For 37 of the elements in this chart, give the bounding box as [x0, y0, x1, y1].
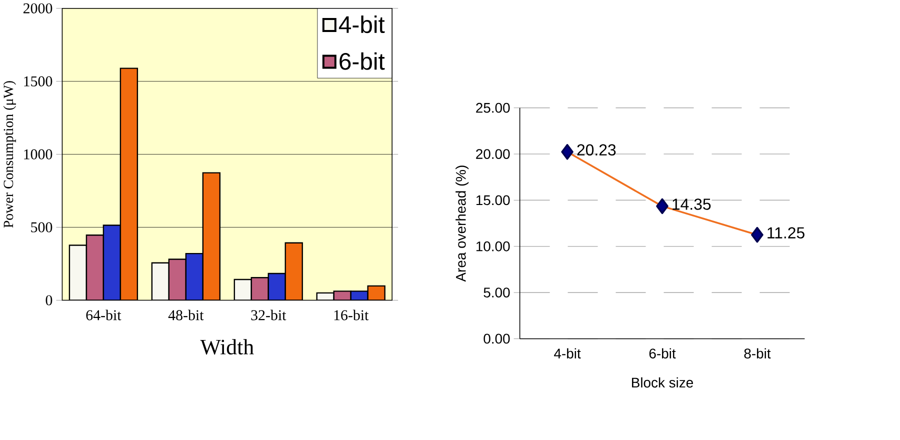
- y-tick-label: 20.00: [476, 148, 510, 159]
- legend-label: 6-bit: [340, 52, 385, 70]
- bar: [268, 273, 286, 300]
- y-axis-title: Area overhead (%): [456, 166, 469, 282]
- y-tick-label: 10.00: [476, 241, 510, 252]
- bar: [202, 172, 220, 300]
- x-axis-title: Block size: [632, 377, 693, 388]
- x-tick-label: 8-bit: [744, 348, 771, 358]
- y-axis-title: Power Consumption (μW): [3, 80, 16, 228]
- y-tick-label: 0.00: [484, 334, 510, 344]
- data-label: 11.25: [768, 227, 804, 238]
- x-tick-label: 32-bit: [251, 310, 286, 320]
- y-tick-label: 2000: [23, 3, 52, 14]
- data-label: 20.23: [577, 144, 616, 156]
- x-tick-label: 6-bit: [649, 348, 676, 358]
- x-tick-label: 48-bit: [168, 310, 204, 320]
- bar: [152, 262, 169, 300]
- bar: [285, 242, 302, 300]
- bar: [69, 245, 86, 300]
- bar: [186, 253, 203, 300]
- x-tick-label: 64-bit: [86, 310, 122, 320]
- data-label: 14.35: [672, 198, 711, 210]
- y-tick-label: 0: [46, 295, 52, 306]
- y-tick-label: 25.00: [476, 102, 510, 113]
- y-tick-label: 15.00: [476, 195, 510, 205]
- bar: [103, 225, 120, 300]
- bar: [86, 234, 104, 300]
- x-axis-title: Width: [200, 338, 254, 354]
- bar: [168, 259, 186, 300]
- bar: [120, 68, 138, 300]
- y-tick-label: 5.00: [484, 287, 510, 298]
- x-tick-label: 16-bit: [334, 310, 369, 320]
- x-tick-label: 4-bit: [554, 348, 581, 358]
- y-tick-label: 500: [31, 222, 52, 232]
- y-tick-label: 1000: [24, 149, 52, 160]
- y-tick-label: 1500: [24, 76, 52, 86]
- legend-label: 4-bit: [338, 15, 385, 33]
